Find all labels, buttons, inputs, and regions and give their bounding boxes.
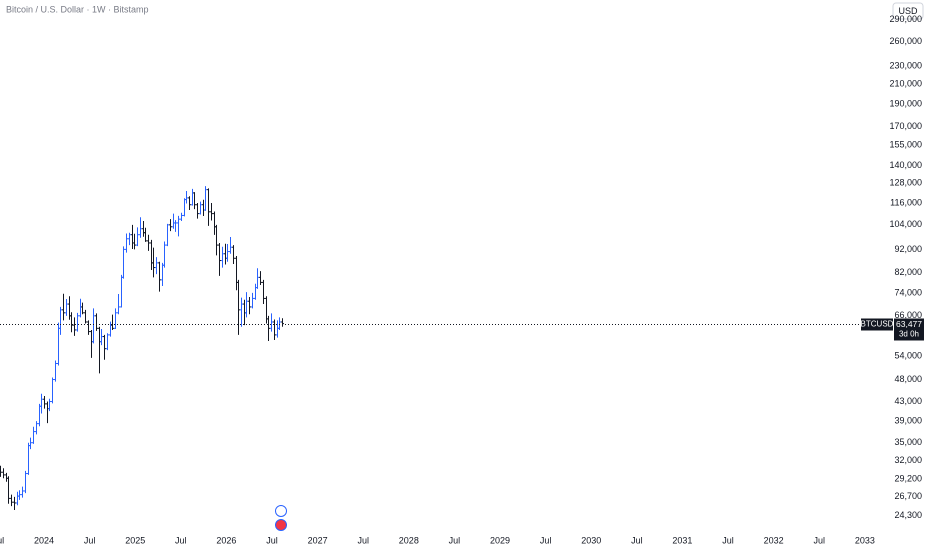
price-tag-label: 63,477 bbox=[896, 319, 922, 329]
x-tick-label: Jul bbox=[631, 535, 643, 545]
y-tick-label: 170,000 bbox=[889, 121, 922, 131]
y-tick-label: 24,300 bbox=[894, 510, 922, 520]
y-tick-label: 66,000 bbox=[894, 310, 922, 320]
event-icon[interactable] bbox=[275, 505, 287, 517]
y-tick-label: 104,000 bbox=[889, 219, 922, 229]
y-tick-label: 29,200 bbox=[894, 473, 922, 483]
x-tick-label: 2024 bbox=[34, 535, 54, 545]
y-tick-label: 230,000 bbox=[889, 60, 922, 70]
y-tick-label: 26,700 bbox=[894, 491, 922, 501]
symbol-tag-label: BTCUSD bbox=[861, 320, 894, 329]
y-tick-label: 155,000 bbox=[889, 139, 922, 149]
event-icon[interactable] bbox=[275, 519, 287, 531]
currency-button-frame[interactable] bbox=[892, 2, 924, 20]
x-tick-label: Jul bbox=[357, 535, 369, 545]
x-tick-label: 2032 bbox=[764, 535, 784, 545]
symbol-tag bbox=[861, 318, 893, 331]
y-tick-label: 92,000 bbox=[894, 244, 922, 254]
x-tick-label: 2029 bbox=[490, 535, 510, 545]
y-tick-label: 140,000 bbox=[889, 160, 922, 170]
x-tick-label: 2025 bbox=[125, 535, 145, 545]
x-tick-label: 2027 bbox=[308, 535, 328, 545]
event-icons[interactable] bbox=[275, 505, 287, 531]
countdown-label: 3d 0h bbox=[899, 330, 919, 339]
y-tick-label: 39,000 bbox=[894, 415, 922, 425]
y-tick-label: 43,000 bbox=[894, 396, 922, 406]
chart-title: Bitcoin / U.S. Dollar · 1W · Bitstamp bbox=[6, 4, 149, 14]
x-tick-label: 2031 bbox=[672, 535, 692, 545]
y-tick-label: 54,000 bbox=[894, 350, 922, 360]
x-tick-label: Jul bbox=[84, 535, 96, 545]
x-tick-label: Jul bbox=[813, 535, 825, 545]
y-tick-label: 128,000 bbox=[889, 178, 922, 188]
x-tick-label: Jul bbox=[722, 535, 734, 545]
price-tag bbox=[894, 318, 924, 341]
y-tick-label: 190,000 bbox=[889, 99, 922, 109]
y-tick-label: 116,000 bbox=[890, 197, 922, 207]
x-tick-label: 2033 bbox=[855, 535, 875, 545]
y-tick-label: 74,000 bbox=[894, 287, 922, 297]
x-tick-label: Jul bbox=[175, 535, 187, 545]
y-tick-label: 48,000 bbox=[894, 374, 922, 384]
x-tick-label: 2026 bbox=[216, 535, 236, 545]
y-tick-label: 290,000 bbox=[889, 14, 922, 24]
currency-button[interactable]: USD bbox=[892, 2, 924, 20]
ohlc-series bbox=[0, 186, 284, 511]
y-tick-label: 82,000 bbox=[894, 267, 922, 277]
x-tick-label: Jul bbox=[540, 535, 552, 545]
x-tick-label: Jul bbox=[0, 535, 4, 545]
x-tick-label: 2028 bbox=[399, 535, 419, 545]
y-tick-label: 32,000 bbox=[894, 455, 922, 465]
x-tick-label: 2030 bbox=[581, 535, 601, 545]
y-tick-label: 260,000 bbox=[889, 36, 922, 46]
x-tick-label: Jul bbox=[449, 535, 461, 545]
y-tick-label: 35,000 bbox=[894, 437, 922, 447]
y-tick-label: 210,000 bbox=[889, 79, 922, 89]
x-tick-label: Jul bbox=[266, 535, 278, 545]
currency-label[interactable]: USD bbox=[898, 6, 918, 16]
